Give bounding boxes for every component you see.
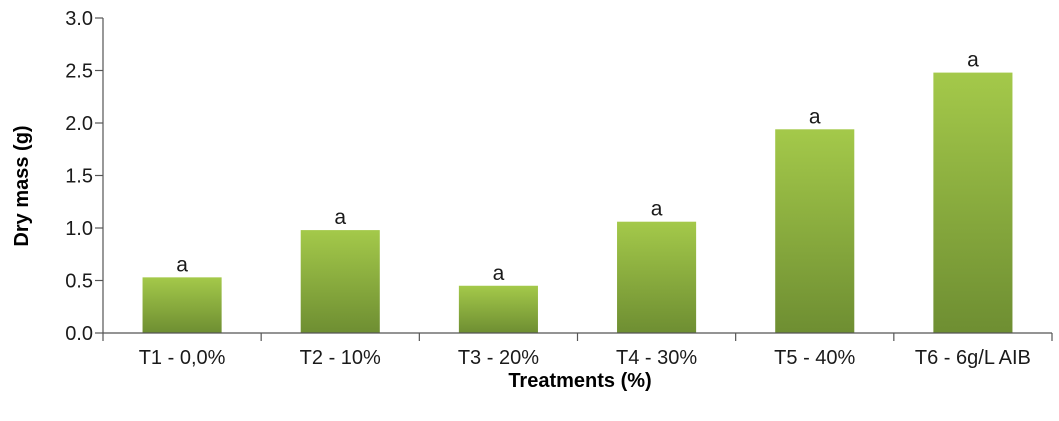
x-tick-label: T6 - 6g/L AIB bbox=[915, 347, 1031, 369]
y-tick-label: 0.5 bbox=[65, 271, 93, 293]
bar-data-label: a bbox=[967, 49, 979, 72]
bar-data-label: a bbox=[651, 198, 663, 221]
x-tick-label: T5 - 40% bbox=[774, 347, 855, 369]
y-tick-label: 0.0 bbox=[65, 323, 93, 345]
y-tick-label: 2.5 bbox=[65, 61, 93, 83]
x-tick-label: T1 - 0,0% bbox=[139, 347, 226, 369]
bar-data-label: a bbox=[809, 105, 821, 128]
x-tick-labels: T1 - 0,0% T2 - 10% T3 - 20% T4 - 30% T5 - 40… bbox=[139, 347, 1031, 369]
bar bbox=[775, 129, 855, 333]
y-axis-ticks: 0.0 0.5 1.0 1.5 2.0 2.5 3.0 bbox=[65, 8, 103, 345]
y-tick-label: 1.0 bbox=[65, 218, 93, 240]
bar bbox=[142, 277, 222, 333]
x-axis-ticks bbox=[102, 333, 1053, 341]
y-tick-label: 1.5 bbox=[65, 166, 93, 188]
y-tick-label: 3.0 bbox=[65, 8, 93, 30]
bar bbox=[617, 221, 697, 333]
bar-data-label: a bbox=[176, 253, 188, 276]
y-tick-label: 2.0 bbox=[65, 113, 93, 135]
bar-data-label: a bbox=[334, 206, 346, 229]
bar-data-label: a bbox=[493, 262, 505, 285]
bar bbox=[300, 230, 380, 333]
x-tick-label: T3 - 20% bbox=[458, 347, 539, 369]
x-tick-label: T4 - 30% bbox=[616, 347, 697, 369]
bar bbox=[933, 72, 1013, 333]
x-tick-label: T2 - 10% bbox=[300, 347, 381, 369]
x-axis-title: Treatments (%) bbox=[508, 370, 651, 392]
bar bbox=[458, 285, 538, 333]
bar-series bbox=[142, 72, 1013, 333]
y-axis-title: Dry mass (g) bbox=[11, 125, 33, 246]
data-labels: a a a a a a bbox=[176, 49, 979, 285]
